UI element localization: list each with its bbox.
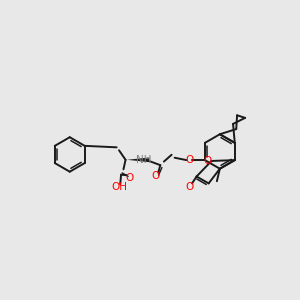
Polygon shape — [127, 158, 149, 162]
Text: O: O — [185, 182, 193, 192]
Text: O: O — [125, 173, 134, 183]
Text: O: O — [152, 171, 160, 181]
Text: O: O — [185, 155, 194, 165]
Text: O: O — [204, 156, 212, 166]
Text: NH: NH — [136, 155, 152, 165]
Text: OH: OH — [112, 182, 127, 192]
